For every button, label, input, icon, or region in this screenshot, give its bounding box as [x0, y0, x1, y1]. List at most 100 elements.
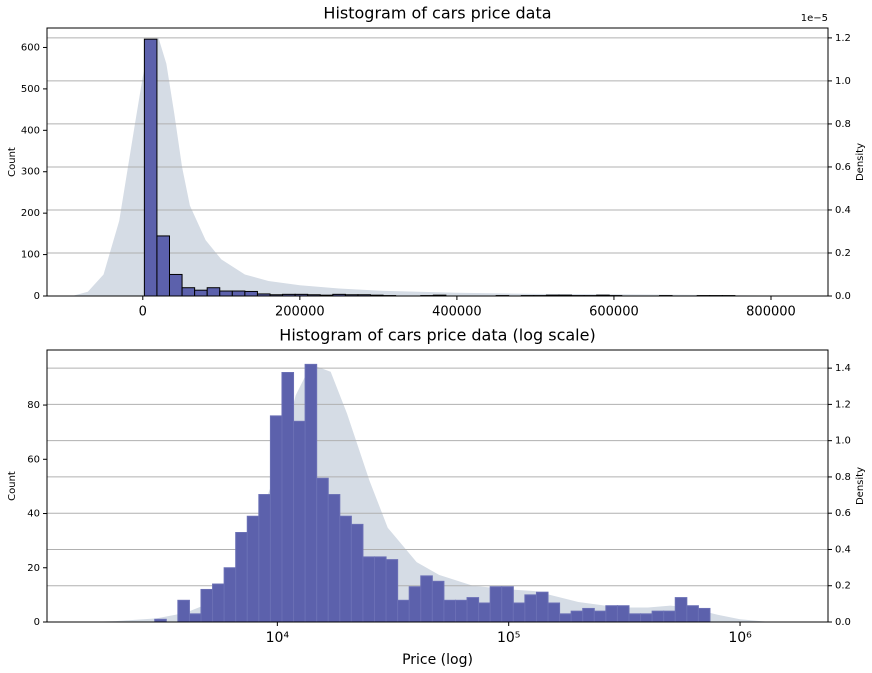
- histogram-bar: [177, 599, 190, 623]
- y2-tick-label: 1.0: [835, 436, 851, 447]
- x-tick-label: 800000: [746, 305, 796, 320]
- histogram-bar: [674, 597, 688, 623]
- histogram-bar: [269, 415, 283, 623]
- histogram-bar: [408, 586, 422, 623]
- y2-tick-label: 0.2: [835, 581, 851, 592]
- histogram-bar: [143, 38, 158, 297]
- histogram-bar: [663, 610, 676, 623]
- histogram-bar: [697, 607, 711, 623]
- histogram-bar: [431, 580, 445, 623]
- histogram-bar: [524, 594, 537, 623]
- x-tick-label: 10⁶: [728, 630, 752, 646]
- chart-title: Histogram of cars price data (log scale): [279, 326, 595, 345]
- histogram-bar: [686, 605, 699, 623]
- histogram-bar: [466, 597, 480, 623]
- y2-tick-label: 1.0: [835, 76, 851, 87]
- histogram-bar: [327, 494, 341, 623]
- histogram-bar: [316, 477, 329, 623]
- histogram-bar: [628, 613, 642, 623]
- y2-offset-label: 1e−5: [801, 13, 828, 24]
- y2-tick-label: 0.0: [835, 291, 851, 302]
- histogram-bar: [535, 591, 549, 623]
- histogram-bar: [454, 599, 468, 623]
- y2-tick-label: 1.2: [835, 399, 851, 410]
- histogram-bar: [362, 556, 376, 623]
- histogram-bar: [194, 289, 208, 297]
- histogram-bar: [258, 494, 271, 623]
- y-tick-label: 200: [21, 208, 40, 219]
- y-tick-label: 0: [34, 617, 40, 628]
- histogram-bar: [181, 287, 196, 297]
- y2-tick-label: 0.2: [835, 248, 851, 259]
- histogram-bar: [200, 588, 214, 623]
- x-tick-label: 10⁵: [497, 630, 520, 646]
- histogram-bar: [570, 610, 584, 623]
- y2-tick-label: 0.4: [835, 205, 851, 216]
- histogram-bar: [168, 273, 183, 297]
- y2-tick-label: 0.6: [835, 508, 851, 519]
- y-axis-label: Count: [7, 147, 18, 177]
- histogram-bar: [501, 586, 514, 623]
- y2-tick-label: 0.8: [835, 119, 851, 130]
- x-tick-label: 10⁴: [266, 630, 290, 646]
- histogram-bar: [605, 605, 618, 623]
- y-tick-label: 600: [21, 42, 40, 53]
- histogram-bar: [350, 523, 364, 623]
- histogram-bar: [339, 515, 352, 623]
- x-axis-label: Price (log): [402, 652, 473, 668]
- histogram-bar: [212, 583, 225, 623]
- histogram-bar: [640, 613, 653, 623]
- histogram-bar: [397, 599, 410, 623]
- histogram-bar: [246, 515, 260, 623]
- histogram-bar: [385, 559, 399, 623]
- x-tick-label: 400000: [432, 305, 482, 320]
- y-tick-label: 0: [34, 291, 40, 302]
- y-tick-label: 300: [21, 167, 40, 178]
- histogram-bar: [188, 613, 202, 623]
- histogram-bar: [547, 602, 561, 623]
- histogram-bar: [443, 599, 456, 623]
- y-tick-label: 500: [21, 84, 40, 95]
- y-tick-label: 40: [27, 509, 40, 520]
- histogram-bar: [593, 610, 607, 623]
- y-tick-label: 20: [27, 563, 40, 574]
- histogram-bar: [374, 556, 387, 623]
- y-tick-label: 80: [27, 400, 40, 411]
- x-tick-label: 200000: [275, 305, 325, 320]
- histogram-bar: [420, 575, 433, 623]
- histogram-bar: [223, 567, 237, 623]
- histogram-bar: [559, 613, 572, 623]
- histogram-bar: [206, 287, 221, 297]
- axes-frame: [46, 27, 829, 297]
- y-tick-label: 100: [21, 250, 40, 261]
- y2-axis-label: Density: [855, 467, 866, 505]
- y-tick-label: 60: [27, 454, 40, 465]
- y2-tick-label: 1.2: [835, 33, 851, 44]
- chart-title: Histogram of cars price data: [323, 4, 551, 23]
- x-tick-label: 600000: [589, 305, 639, 320]
- histogram-bar: [293, 420, 306, 623]
- y2-tick-label: 0.6: [835, 162, 851, 173]
- y2-tick-label: 0.8: [835, 472, 851, 483]
- histogram-bar: [281, 372, 295, 623]
- histogram-bar: [156, 235, 170, 297]
- histogram-bar: [478, 602, 491, 623]
- y2-axis-label: Density: [855, 143, 866, 181]
- histogram-bar: [616, 605, 630, 623]
- y2-tick-label: 0.4: [835, 544, 851, 555]
- y2-tick-label: 1.4: [835, 363, 851, 374]
- y-tick-label: 400: [21, 125, 40, 136]
- histogram-bar: [235, 532, 248, 623]
- histogram-bar: [512, 602, 526, 623]
- histogram-bar: [582, 607, 595, 623]
- histogram-bar: [651, 610, 665, 623]
- histogram-bar: [244, 290, 258, 297]
- histogram-bar: [231, 290, 246, 297]
- histogram-bar: [489, 586, 503, 623]
- histogram-bar: [304, 363, 318, 623]
- histogram-bar: [219, 290, 233, 297]
- y2-tick-label: 0.0: [835, 617, 851, 628]
- y-axis-label: Count: [7, 471, 18, 501]
- x-tick-label: 0: [139, 305, 147, 320]
